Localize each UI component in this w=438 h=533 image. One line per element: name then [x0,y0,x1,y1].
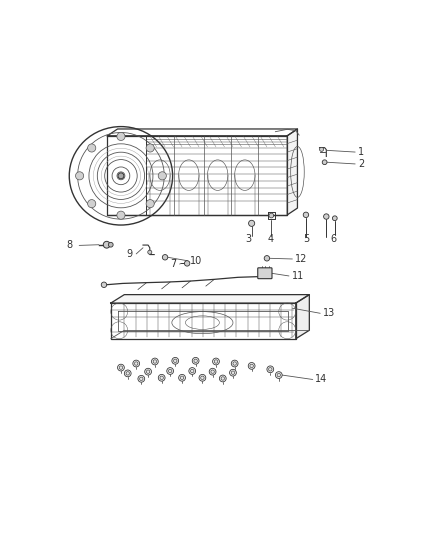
Text: 1: 1 [358,147,364,157]
Circle shape [152,358,158,365]
Text: 5: 5 [303,233,309,244]
Polygon shape [296,295,309,339]
Circle shape [108,243,113,247]
Polygon shape [111,295,309,303]
Text: 3: 3 [245,233,251,244]
Text: 2: 2 [358,159,364,169]
Circle shape [117,132,125,141]
Circle shape [158,172,166,180]
Circle shape [146,144,154,152]
Circle shape [248,362,255,369]
Circle shape [146,199,154,208]
Circle shape [264,256,270,261]
Circle shape [249,220,254,227]
Circle shape [219,375,226,382]
Circle shape [124,370,131,377]
Circle shape [75,172,84,180]
Circle shape [118,173,124,179]
Circle shape [267,366,274,373]
Text: 9: 9 [127,249,133,259]
Circle shape [324,214,329,219]
Circle shape [172,358,179,364]
Circle shape [133,360,140,367]
Circle shape [212,358,219,365]
Circle shape [88,144,96,152]
Text: 6: 6 [330,233,336,244]
Circle shape [276,372,282,378]
Circle shape [303,212,309,217]
Circle shape [199,374,206,381]
Text: 8: 8 [66,240,72,251]
Circle shape [117,211,125,219]
Circle shape [269,213,274,218]
Circle shape [192,358,199,364]
Circle shape [209,368,216,375]
FancyBboxPatch shape [258,268,272,279]
Circle shape [158,374,165,381]
Circle shape [184,261,190,266]
Circle shape [322,160,327,165]
Circle shape [319,147,324,151]
Circle shape [332,216,337,221]
Circle shape [148,250,152,254]
Circle shape [138,375,145,382]
Circle shape [145,368,152,375]
Circle shape [88,199,96,208]
Circle shape [101,282,107,287]
Text: 10: 10 [190,256,202,265]
Circle shape [231,360,238,367]
Polygon shape [287,129,297,215]
Text: 13: 13 [323,308,335,318]
Circle shape [179,374,185,381]
Circle shape [117,364,124,371]
Circle shape [230,369,237,376]
Text: 11: 11 [292,271,304,281]
Text: 4: 4 [267,233,273,244]
Circle shape [167,368,173,374]
Circle shape [162,255,168,260]
Text: 7: 7 [170,259,176,269]
Text: 12: 12 [295,254,307,264]
Circle shape [103,241,110,248]
Circle shape [189,368,196,374]
Text: 14: 14 [315,375,328,384]
